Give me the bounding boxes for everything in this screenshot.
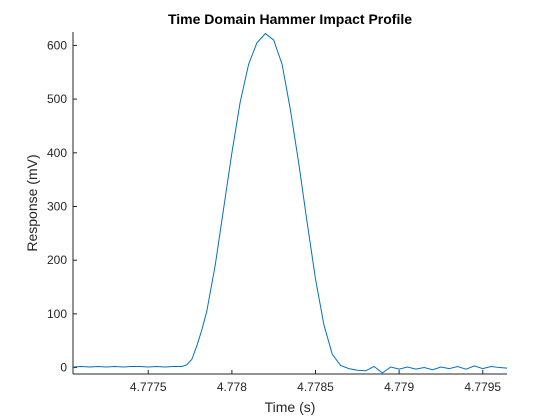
series-line	[72, 32, 508, 374]
y-tick-label: 600	[47, 38, 67, 52]
x-tick-label: 4.779	[384, 380, 414, 394]
y-tick-label: 0	[60, 361, 67, 375]
plot-background	[73, 32, 507, 374]
y-tick-label: 200	[47, 253, 67, 267]
x-tick-label: 4.778	[217, 380, 247, 394]
x-axis-ticks: 4.7775 4.778 4.7785 4.779 4.7795	[130, 370, 501, 394]
y-axis-ticks: 0 100 200 300 400 500 600	[47, 38, 77, 375]
y-axis-label: Response (mV)	[24, 154, 40, 251]
y-tick-label: 400	[47, 146, 67, 160]
x-tick-label: 4.7785	[297, 380, 334, 394]
x-tick-label: 4.7795	[464, 380, 501, 394]
chart-title: Time Domain Hammer Impact Profile	[168, 11, 412, 27]
y-tick-label: 100	[47, 307, 67, 321]
x-axis-label: Time (s)	[265, 399, 316, 415]
y-tick-label: 500	[47, 92, 67, 106]
y-tick-label: 300	[47, 199, 67, 213]
x-tick-label: 4.7775	[130, 380, 167, 394]
